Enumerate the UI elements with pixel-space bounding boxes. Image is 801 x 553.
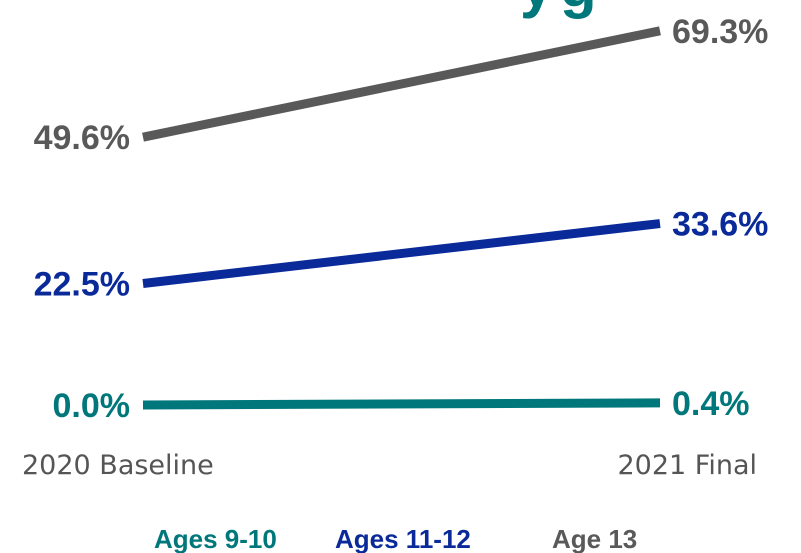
value-label-age-13-end: 69.3%	[672, 13, 768, 51]
svg-text:g: g	[560, 0, 597, 19]
x-axis-ticks: 2020 Baseline 2021 Final	[22, 450, 757, 481]
series-line-ages-11-12	[143, 224, 660, 284]
value-label-age-13-start: 49.6%	[34, 119, 130, 157]
legend-item-ages-11-12: Ages 11-12	[335, 524, 471, 553]
title-fragment: y g	[520, 0, 597, 19]
x-tick-label-start: 2020 Baseline	[22, 450, 214, 481]
series-line-ages-9-10	[143, 403, 660, 405]
legend: Ages 9-10 Ages 11-12 Age 13	[154, 524, 637, 553]
value-label-ages-11-12-end: 33.6%	[672, 206, 768, 244]
value-label-ages-11-12-start: 22.5%	[34, 266, 130, 304]
legend-item-ages-9-10: Ages 9-10	[154, 524, 277, 553]
value-label-ages-9-10-start: 0.0%	[53, 387, 131, 425]
x-tick-label-end: 2021 Final	[617, 450, 757, 481]
legend-item-age-13: Age 13	[552, 524, 637, 553]
svg-text:y: y	[520, 0, 554, 19]
value-labels: 0.0% 0.4% 22.5% 33.6% 49.6% 69.3%	[34, 13, 769, 425]
value-label-ages-9-10-end: 0.4%	[672, 385, 750, 423]
series-lines	[143, 31, 660, 405]
series-line-age-13	[143, 31, 660, 137]
